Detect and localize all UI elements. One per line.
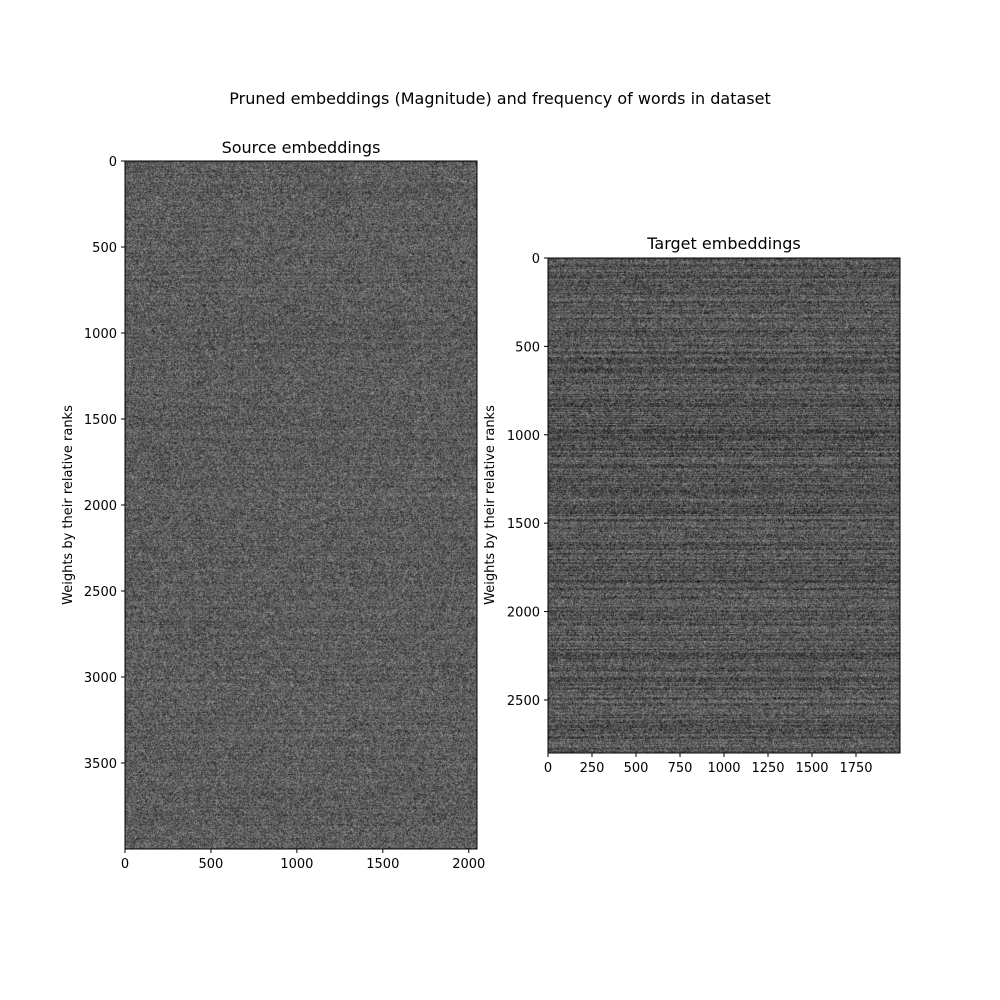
target-embeddings-heatmap — [548, 258, 900, 753]
source-embeddings-ytick-label: 3000 — [84, 671, 117, 686]
target-embeddings-panel: Target embeddings Weights by their relat… — [483, 234, 901, 776]
source-embeddings-ytick-label: 0 — [109, 155, 117, 170]
target-embeddings-ytick-label: 1000 — [507, 429, 540, 444]
target-embeddings-xtick-label: 1750 — [839, 761, 872, 776]
source-embeddings-xtick-label: 0 — [121, 857, 129, 872]
source-embeddings-xtick-label: 1000 — [280, 857, 313, 872]
target-embeddings-xtick-label: 750 — [668, 761, 693, 776]
target-embeddings-heatmap-frame — [548, 258, 900, 753]
source-embeddings-ytick-label: 1000 — [84, 327, 117, 342]
target-embeddings-xtick-label: 1000 — [707, 761, 740, 776]
source-embeddings-ytick-label: 2500 — [84, 585, 117, 600]
target-embeddings-ytick-label: 2500 — [507, 694, 540, 709]
target-embeddings-title: Target embeddings — [646, 234, 800, 253]
source-embeddings-title: Source embeddings — [222, 138, 381, 157]
source-embeddings-ytick-label: 1500 — [84, 413, 117, 428]
source-embeddings-ylabel: Weights by their relative ranks — [61, 405, 76, 605]
source-embeddings-ytick-label: 500 — [92, 241, 117, 256]
source-embeddings-xtick-label: 1500 — [366, 857, 399, 872]
source-embeddings-panel: Source embeddings Weights by their relat… — [61, 138, 485, 872]
target-embeddings-ytick-label: 0 — [532, 252, 540, 267]
source-embeddings-ytick-label: 3500 — [84, 757, 117, 772]
target-embeddings-ytick-label: 1500 — [507, 517, 540, 532]
source-embeddings-xtick-label: 500 — [199, 857, 224, 872]
target-embeddings-xtick-label: 250 — [580, 761, 605, 776]
target-embeddings-xtick-label: 500 — [624, 761, 649, 776]
source-embeddings-xtick-label: 2000 — [452, 857, 485, 872]
source-embeddings-ytick-label: 2000 — [84, 499, 117, 514]
target-embeddings-xtick-label: 1250 — [751, 761, 784, 776]
source-embeddings-heatmap-frame — [125, 161, 477, 849]
figure-suptitle: Pruned embeddings (Magnitude) and freque… — [229, 89, 771, 108]
target-embeddings-xtick-label: 1500 — [795, 761, 828, 776]
target-embeddings-ylabel: Weights by their relative ranks — [483, 405, 498, 605]
source-embeddings-heatmap — [125, 161, 477, 849]
target-embeddings-ytick-label: 2000 — [507, 606, 540, 621]
target-embeddings-ytick-label: 500 — [515, 340, 540, 355]
target-embeddings-xtick-label: 0 — [544, 761, 552, 776]
